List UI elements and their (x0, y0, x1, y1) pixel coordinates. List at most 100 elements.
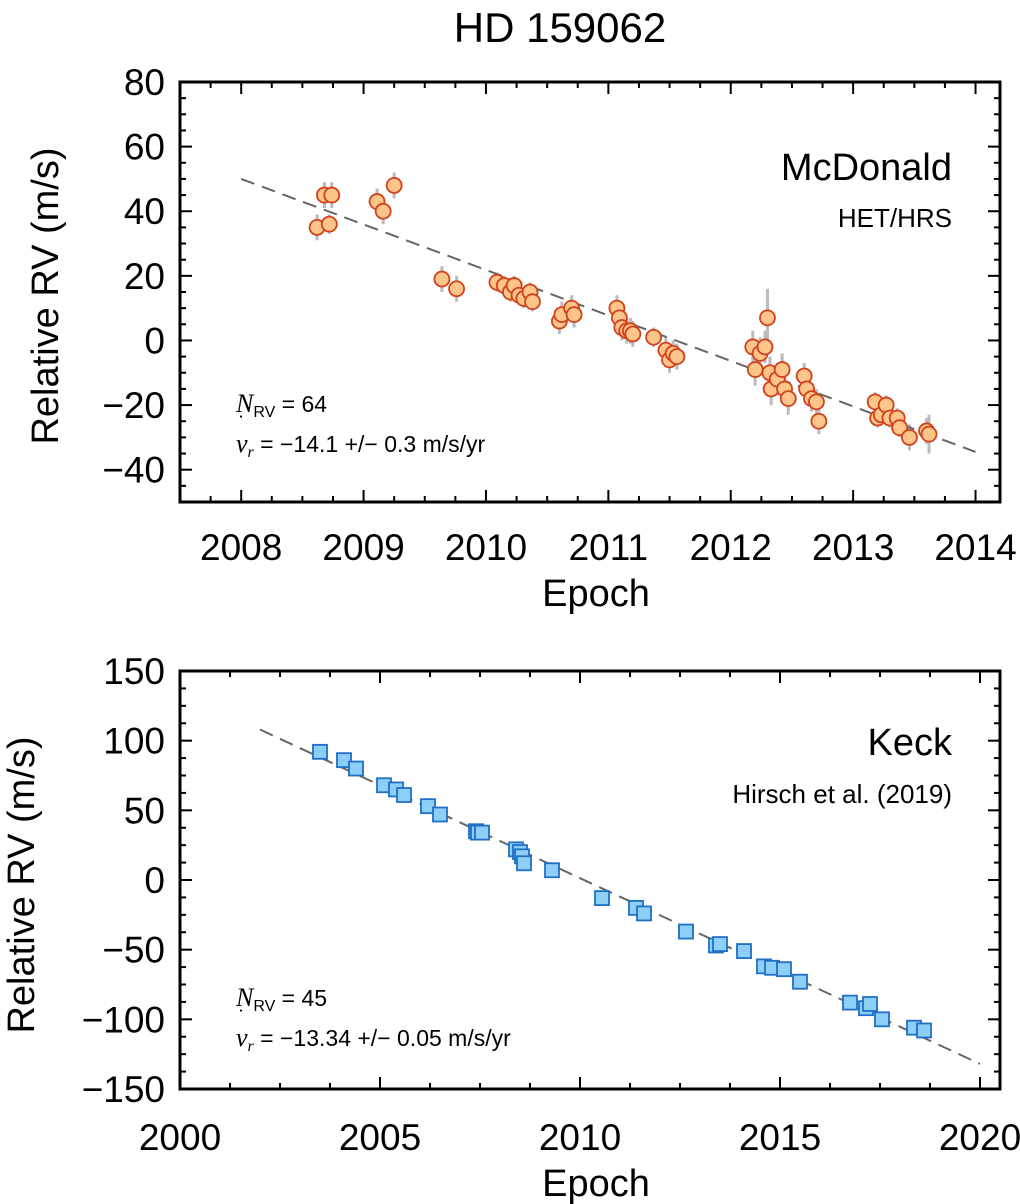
keck-panel: 2000 2005 2010 2015 2020 −150 −100 −50 0 50 100 150… (1, 651, 1020, 1204)
tick-label-layer: 2008 2009 2010 2011 2012 2013 2014 −40 −20 0 20 40 6… (102, 62, 1016, 568)
data-point (779, 390, 797, 408)
data-point (792, 973, 808, 990)
data-point (645, 328, 663, 346)
data-point (736, 943, 752, 959)
x-tick-label: 2010 (539, 1117, 621, 1158)
x-tick-label: 2005 (339, 1117, 421, 1158)
x-tick-label: 2011 (569, 527, 649, 568)
data-point (810, 412, 828, 430)
y-tick-label: −40 (102, 450, 165, 491)
y-tick-label: 80 (124, 62, 165, 103)
v-dot-accent: ˙ (238, 1006, 245, 1031)
data-point (312, 743, 328, 760)
data-point (432, 806, 448, 823)
data-point (759, 309, 776, 327)
data-point (746, 361, 764, 378)
data-point (544, 862, 560, 879)
x-tick-label: 2009 (322, 527, 404, 568)
marker-layer (308, 176, 938, 446)
data-point (842, 994, 858, 1011)
data-point (323, 186, 341, 204)
tick-layer (179, 81, 1000, 503)
x-axis-title: Epoch (542, 573, 650, 615)
slope-symbol: v (236, 1023, 248, 1052)
data-point (874, 1011, 890, 1028)
data-point (776, 961, 792, 978)
data-point (916, 1022, 932, 1039)
x-tick-label: 2000 (139, 1117, 221, 1158)
v-dot-accent: ˙ (238, 412, 245, 437)
y-tick-label: 60 (124, 127, 165, 168)
instrument-sublabel: HET/HRS (838, 203, 952, 233)
y-tick-label: −150 (82, 1069, 165, 1110)
x-tick-label: 2010 (445, 527, 527, 568)
data-point (565, 306, 583, 324)
n-value: = 45 (275, 985, 327, 1011)
instrument-label: McDonald (781, 147, 952, 189)
tick-label-layer: 2000 2005 2010 2015 2020 −150 −100 −50 0 50 100 150 (82, 651, 1020, 1158)
marker-layer (312, 743, 932, 1039)
data-point (336, 752, 352, 769)
data-point (524, 293, 541, 311)
data-point (594, 890, 610, 907)
data-point (385, 176, 403, 194)
mcdonald-panel: 2008 2009 2010 2011 2012 2013 2014 −40 −20 0 20 40 6… (25, 62, 1017, 615)
y-tick-label: 0 (144, 860, 165, 901)
tick-layer (179, 670, 1000, 1090)
y-tick-label: −50 (102, 930, 165, 971)
data-point (920, 425, 938, 443)
figure-title: HD 159062 (454, 4, 666, 51)
y-tick-label: 50 (124, 790, 165, 831)
x-tick-label: 2020 (939, 1117, 1020, 1158)
n-subscript: RV (253, 998, 275, 1015)
data-point (862, 996, 878, 1012)
data-point (901, 428, 918, 446)
y-tick-label: 100 (103, 721, 165, 762)
n-value: = 64 (275, 391, 327, 417)
y-tick-label: −20 (102, 385, 165, 426)
data-point (348, 760, 364, 777)
data-point (374, 202, 392, 220)
slope-stat: vr = −14.1 +/− 0.3 m/s/yr (236, 429, 486, 461)
n-symbol: N (235, 389, 255, 418)
y-tick-label: −100 (82, 999, 165, 1040)
data-point (448, 280, 465, 298)
slope-value: = −14.1 +/− 0.3 m/s/yr (254, 431, 486, 457)
data-point (891, 419, 909, 437)
instrument-sublabel: Hirsch et al. (2019) (732, 779, 952, 809)
y-tick-label: 20 (124, 256, 165, 297)
x-tick-label: 2012 (690, 527, 772, 568)
n-rv-stat: NRV = 45 (235, 983, 327, 1015)
n-rv-stat: NRV = 64 (235, 389, 327, 421)
y-tick-label: 150 (103, 651, 165, 692)
slope-value: = −13.34 +/− 0.05 m/s/yr (254, 1025, 511, 1051)
y-axis-title: Relative RV (m/s) (25, 147, 67, 444)
data-point (420, 798, 436, 815)
data-point (516, 855, 532, 872)
x-tick-label: 2014 (934, 527, 1016, 568)
x-tick-label: 2015 (739, 1117, 821, 1158)
data-point (396, 787, 412, 803)
y-tick-label: 40 (124, 191, 165, 232)
slope-symbol: v (236, 429, 248, 458)
n-subscript: RV (253, 404, 275, 421)
data-point (756, 338, 774, 356)
data-point (624, 325, 642, 343)
data-point (433, 270, 451, 288)
data-point (808, 393, 825, 411)
data-point (712, 936, 728, 952)
y-tick-label: 0 (144, 320, 165, 361)
x-tick-label: 2008 (200, 527, 282, 568)
data-point (678, 923, 694, 940)
slope-stat: vr = −13.34 +/− 0.05 m/s/yr (236, 1023, 511, 1055)
data-point (474, 824, 490, 841)
y-axis-title: Relative RV (m/s) (1, 736, 43, 1033)
x-axis-title: Epoch (542, 1163, 650, 1204)
data-point (668, 348, 686, 366)
data-point (320, 215, 338, 233)
x-tick-label: 2013 (812, 527, 894, 568)
data-point (773, 361, 791, 378)
slope-subscript: r (248, 444, 255, 461)
n-symbol: N (235, 983, 255, 1012)
